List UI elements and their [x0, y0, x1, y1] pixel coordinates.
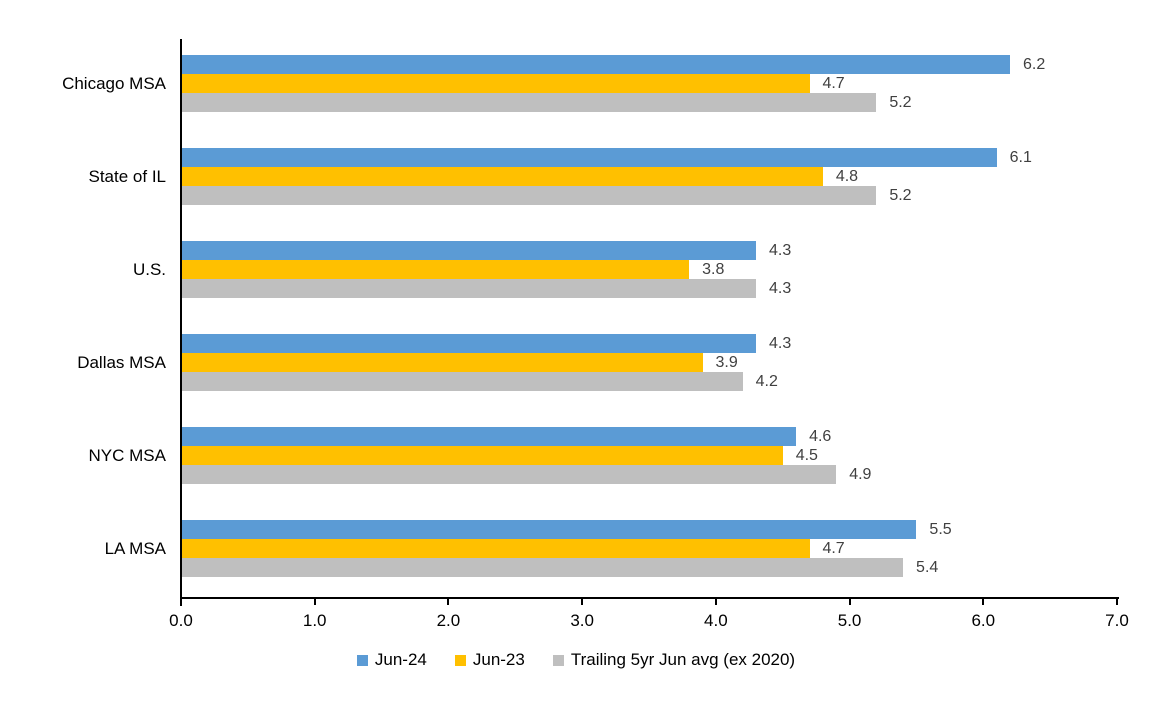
x-tick-label: 4.0	[704, 611, 728, 630]
legend-label: Jun-24	[374, 650, 427, 669]
legend-label: Trailing 5yr Jun avg (ex 2020)	[570, 650, 796, 669]
bar-trailing-5yr-jun-avg-ex-2020-	[181, 186, 877, 205]
legend-item: Trailing 5yr Jun avg (ex 2020)	[552, 650, 796, 670]
category-label: U.S.	[132, 259, 166, 279]
bar-value-label: 5.2	[889, 187, 912, 204]
bar-jun-24	[181, 55, 1010, 74]
x-tick-mark	[848, 597, 851, 605]
bar-value-label: 5.5	[929, 521, 952, 538]
bar-jun-24	[181, 427, 797, 446]
x-tick-mark	[581, 597, 584, 605]
category-label: LA MSA	[104, 538, 166, 558]
bar-value-label: 4.5	[795, 447, 818, 464]
bar-value-label: 3.9	[715, 354, 738, 371]
category-label: Dallas MSA	[77, 352, 166, 372]
bar-jun-24	[181, 241, 756, 260]
legend-item: Jun-24	[356, 650, 427, 670]
x-tick-label: 5.0	[837, 611, 862, 630]
legend-swatch-icon	[454, 654, 466, 666]
x-tick-mark	[982, 597, 985, 605]
bar-value-label: 5.4	[916, 559, 939, 576]
bar-trailing-5yr-jun-avg-ex-2020-	[181, 279, 756, 298]
bar-jun-24	[181, 148, 997, 167]
x-tick-mark	[313, 597, 316, 605]
category-label: Chicago MSA	[62, 73, 166, 93]
bar-value-label: 4.7	[822, 540, 845, 557]
x-tick-mark	[1116, 597, 1118, 605]
bar-jun-23	[181, 260, 690, 279]
bar-trailing-5yr-jun-avg-ex-2020-	[181, 465, 837, 484]
bar-value-label: 4.6	[809, 428, 832, 445]
x-tick-mark	[180, 597, 182, 605]
x-tick-label: 1.0	[302, 611, 327, 630]
x-tick-label: 0.0	[169, 611, 193, 630]
bar-jun-24	[181, 520, 917, 539]
bar-value-label: 4.8	[835, 168, 859, 185]
bar-jun-23	[181, 167, 823, 186]
x-tick-label: 7.0	[1105, 611, 1129, 630]
legend-swatch-icon	[356, 654, 368, 666]
bar-value-label: 6.1	[1009, 149, 1032, 166]
legend-label: Jun-23	[472, 650, 525, 669]
bar-trailing-5yr-jun-avg-ex-2020-	[181, 372, 743, 391]
legend: Jun-24 Jun-23 Trailing 5yr Jun avg (ex 202…	[0, 650, 1152, 670]
bar-jun-23	[181, 353, 703, 372]
x-axis-line	[180, 597, 1119, 599]
legend-swatch-icon	[552, 654, 564, 666]
x-tick-mark	[447, 597, 450, 605]
bar-value-label: 3.8	[702, 261, 725, 278]
category-label: State of IL	[88, 166, 167, 186]
bar-value-label: 4.3	[768, 280, 792, 297]
x-tick-label: 2.0	[436, 611, 461, 630]
bar-value-label: 6.2	[1023, 56, 1046, 73]
bar-value-label: 4.9	[849, 466, 872, 483]
category-label: NYC MSA	[88, 445, 166, 465]
bar-value-label: 5.2	[889, 94, 912, 111]
bar-trailing-5yr-jun-avg-ex-2020-	[181, 558, 904, 577]
bar-jun-23	[181, 539, 810, 558]
bar-jun-24	[181, 334, 756, 353]
bar-value-label: 4.7	[822, 75, 845, 92]
legend-item: Jun-23	[454, 650, 525, 670]
x-tick-label: 3.0	[570, 611, 594, 630]
bar-trailing-5yr-jun-avg-ex-2020-	[181, 93, 877, 112]
bar-value-label: 4.3	[768, 335, 792, 352]
bar-value-label: 4.3	[768, 242, 792, 259]
bar-jun-23	[181, 446, 783, 465]
y-axis-line	[180, 39, 182, 606]
x-tick-mark	[714, 597, 717, 605]
bar-jun-23	[181, 74, 810, 93]
x-tick-label: 6.0	[971, 611, 996, 630]
bar-value-label: 4.2	[755, 373, 778, 390]
